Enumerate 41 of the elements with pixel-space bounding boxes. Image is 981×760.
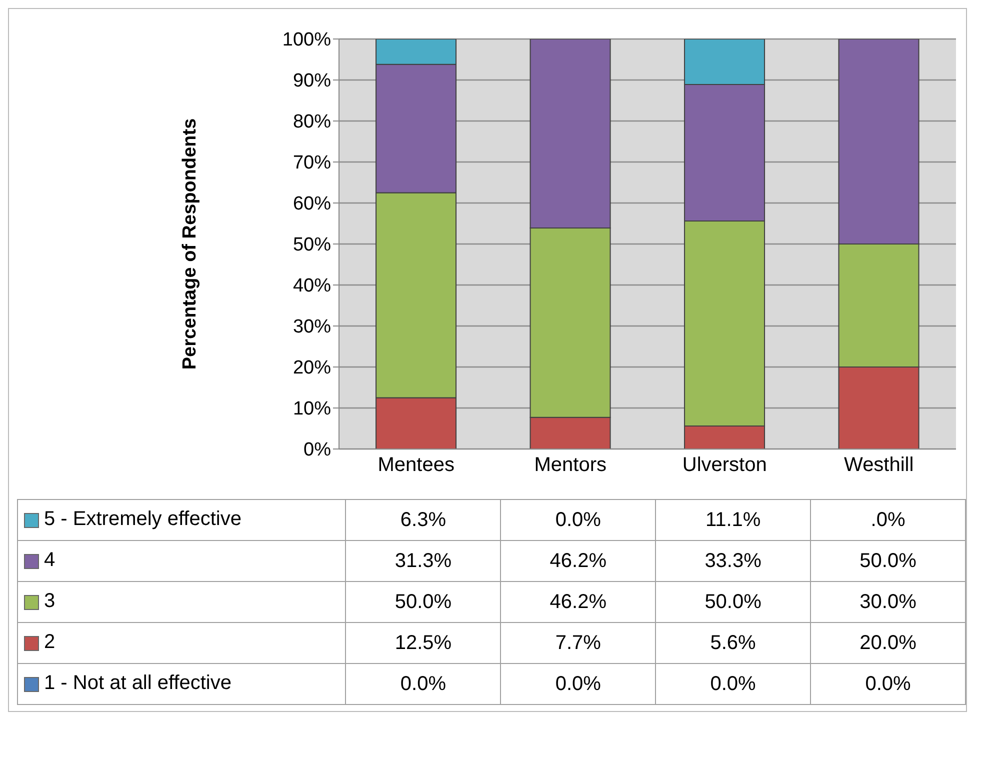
y-tick-label: 80% bbox=[292, 112, 332, 133]
legend-label: 4 bbox=[44, 550, 56, 572]
data-label: 7.7% bbox=[500, 622, 656, 664]
data-label: 0.0% bbox=[810, 664, 966, 704]
y-tick-label: 20% bbox=[292, 358, 332, 379]
y-tick-label: 0% bbox=[304, 440, 332, 461]
data-label: .0% bbox=[810, 500, 966, 540]
legend-label: 3 bbox=[44, 590, 56, 613]
data-label: 5.6% bbox=[656, 622, 811, 664]
data-label: 46.2% bbox=[500, 582, 656, 622]
data-label: 12.5% bbox=[346, 622, 501, 664]
y-tick-label: 30% bbox=[292, 316, 332, 338]
data-label: 30.0% bbox=[810, 582, 966, 622]
data-label: 6.3% bbox=[346, 500, 501, 540]
data-label: 50.0% bbox=[346, 582, 501, 622]
data-label: 46.2% bbox=[500, 540, 656, 582]
x-tick-label: Westhill bbox=[844, 454, 914, 476]
data-label: 0.0% bbox=[500, 500, 656, 540]
legend-label: 1 - Not at all effective bbox=[44, 672, 232, 695]
data-label: 0.0% bbox=[656, 664, 811, 704]
y-tick-label: 60% bbox=[292, 194, 332, 215]
data-label: 20.0% bbox=[810, 622, 966, 664]
y-axis-title: Percentage of Respondents bbox=[180, 118, 201, 370]
y-tick-label: 50% bbox=[292, 234, 332, 256]
y-tick-label: 40% bbox=[292, 276, 332, 297]
data-label: 0.0% bbox=[500, 664, 656, 704]
legend-label: 5 - Extremely effective bbox=[44, 508, 242, 531]
y-tick-label: 70% bbox=[292, 152, 332, 174]
data-label: 33.3% bbox=[656, 540, 811, 582]
x-tick-label: Mentors bbox=[534, 454, 606, 476]
data-label: 50.0% bbox=[810, 540, 966, 582]
y-tick-label: 100% bbox=[282, 30, 332, 51]
y-tick-label: 10% bbox=[292, 398, 332, 420]
legend-label: 2 bbox=[44, 632, 56, 654]
data-label: 31.3% bbox=[346, 540, 501, 582]
data-label: 11.1% bbox=[656, 500, 811, 540]
data-label: 0.0% bbox=[346, 664, 501, 704]
x-tick-label: Ulverston bbox=[682, 454, 767, 476]
y-tick-label: 90% bbox=[292, 70, 332, 92]
x-tick-label: Mentees bbox=[378, 454, 454, 476]
data-label: 50.0% bbox=[656, 582, 811, 622]
